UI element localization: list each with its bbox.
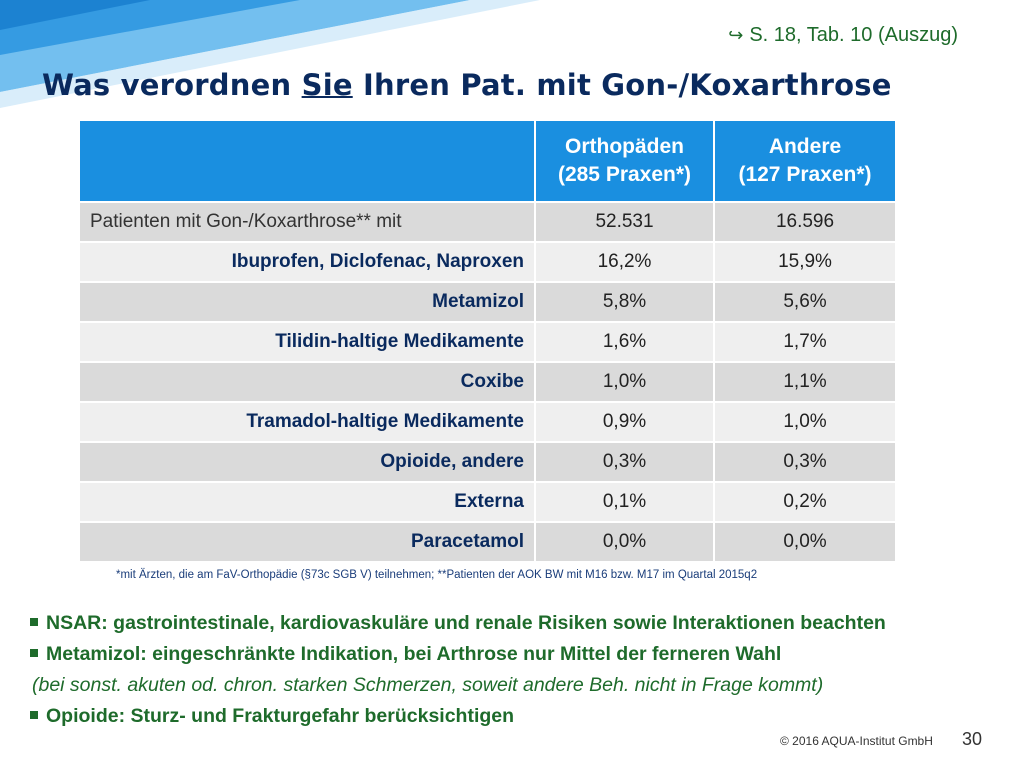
note-item: NSAR: gastrointestinale, kardiovaskuläre…: [30, 608, 1000, 639]
value-andere: 5,6%: [714, 281, 895, 322]
value-orthopaeden: 1,0%: [535, 361, 715, 402]
row-label: Opioide, andere: [80, 441, 536, 482]
value-orthopaeden: 0,0%: [535, 521, 715, 561]
value-andere: 15,9%: [714, 241, 895, 282]
note-item: (bei sonst. akuten od. chron. starken Sc…: [30, 670, 1000, 701]
note-text: NSAR: gastrointestinale, kardiovaskuläre…: [46, 612, 886, 634]
header-orthopaeden-line1: Orthopäden: [565, 135, 684, 158]
header-andere-line2: (127 Praxen*): [738, 163, 872, 186]
header-orthopaeden: Orthopäden (285 Praxen*): [535, 121, 715, 202]
value-andere: 1,0%: [714, 401, 895, 442]
table-row: Coxibe 1,0% 1,1%: [80, 361, 895, 402]
page-number: 30: [962, 729, 983, 749]
note-text: (bei sonst. akuten od. chron. starken Sc…: [32, 674, 824, 696]
row-label: Ibuprofen, Diclofenac, Naproxen: [80, 241, 536, 282]
header-blank-cell: [80, 121, 536, 202]
corner-decoration: [0, 0, 540, 108]
table-row: Tramadol-haltige Medikamente 0,9% 1,0%: [80, 401, 895, 442]
value-andere: 0,3%: [714, 441, 895, 482]
value-orthopaeden: 0,9%: [535, 401, 715, 442]
row-label: Paracetamol: [80, 521, 536, 561]
value-andere: 0,2%: [714, 481, 895, 522]
table-row: Patienten mit Gon-/Koxarthrose** mit 52.…: [80, 201, 895, 242]
note-text: Metamizol: eingeschränkte Indikation, be…: [46, 643, 782, 665]
value-andere: 16.596: [714, 201, 895, 242]
header-andere-line1: Andere: [768, 135, 842, 158]
square-bullet-icon: [30, 710, 38, 719]
table-header-row: Orthopäden (285 Praxen*) Andere (127 Pra…: [80, 121, 895, 202]
copyright: © 2016 AQUA-Institut GmbH: [780, 734, 933, 748]
note-item: Metamizol: eingeschränkte Indikation, be…: [30, 639, 1000, 670]
row-label: Metamizol: [80, 281, 536, 322]
table-row: Externa 0,1% 0,2%: [80, 481, 895, 522]
value-orthopaeden: 16,2%: [535, 241, 715, 282]
row-label: Patienten mit Gon-/Koxarthrose** mit: [80, 201, 536, 242]
value-orthopaeden: 1,6%: [535, 321, 715, 362]
table-row: Paracetamol 0,0% 0,0%: [80, 521, 895, 561]
title-part-after: Ihren Pat. mit Gon-/Koxarthrose: [352, 68, 892, 102]
square-bullet-icon: [30, 648, 38, 657]
row-label: Tramadol-haltige Medikamente: [80, 401, 536, 442]
prescription-table: Orthopäden (285 Praxen*) Andere (127 Pra…: [80, 121, 895, 561]
title-part-before: Was verordnen: [42, 68, 302, 102]
header-orthopaeden-line2: (285 Praxen*): [557, 163, 692, 186]
table-row: Ibuprofen, Diclofenac, Naproxen 16,2% 15…: [80, 241, 895, 282]
row-label: Externa: [80, 481, 536, 522]
table-row: Tilidin-haltige Medikamente 1,6% 1,7%: [80, 321, 895, 362]
value-andere: 1,7%: [714, 321, 895, 362]
value-orthopaeden: 5,8%: [535, 281, 715, 322]
row-label: Coxibe: [80, 361, 536, 402]
page-title: Was verordnen Sie Ihren Pat. mit Gon-/Ko…: [42, 68, 1002, 102]
source-reference: ↪ S. 18, Tab. 10 (Auszug): [728, 24, 958, 47]
note-text: Opioide: Sturz- und Frakturgefahr berück…: [46, 705, 515, 727]
row-label: Tilidin-haltige Medikamente: [80, 321, 536, 362]
square-bullet-icon: [30, 617, 38, 626]
value-orthopaeden: 0,3%: [535, 441, 715, 482]
note-item: Opioide: Sturz- und Frakturgefahr berück…: [30, 701, 1000, 732]
notes-list: NSAR: gastrointestinale, kardiovaskuläre…: [30, 608, 1000, 732]
title-emphasis: Sie: [301, 68, 353, 102]
table-footnote: *mit Ärzten, die am FaV-Orthopädie (§73c…: [116, 569, 758, 581]
value-andere: 1,1%: [714, 361, 895, 402]
value-orthopaeden: 52.531: [535, 201, 715, 242]
table-row: Opioide, andere 0,3% 0,3%: [80, 441, 895, 482]
source-reference-text: S. 18, Tab. 10 (Auszug): [749, 24, 958, 46]
header-andere: Andere (127 Praxen*): [714, 121, 895, 202]
table-row: Metamizol 5,8% 5,6%: [80, 281, 895, 322]
value-orthopaeden: 0,1%: [535, 481, 715, 522]
value-andere: 0,0%: [714, 521, 895, 561]
curved-arrow-icon: ↪: [728, 25, 744, 45]
